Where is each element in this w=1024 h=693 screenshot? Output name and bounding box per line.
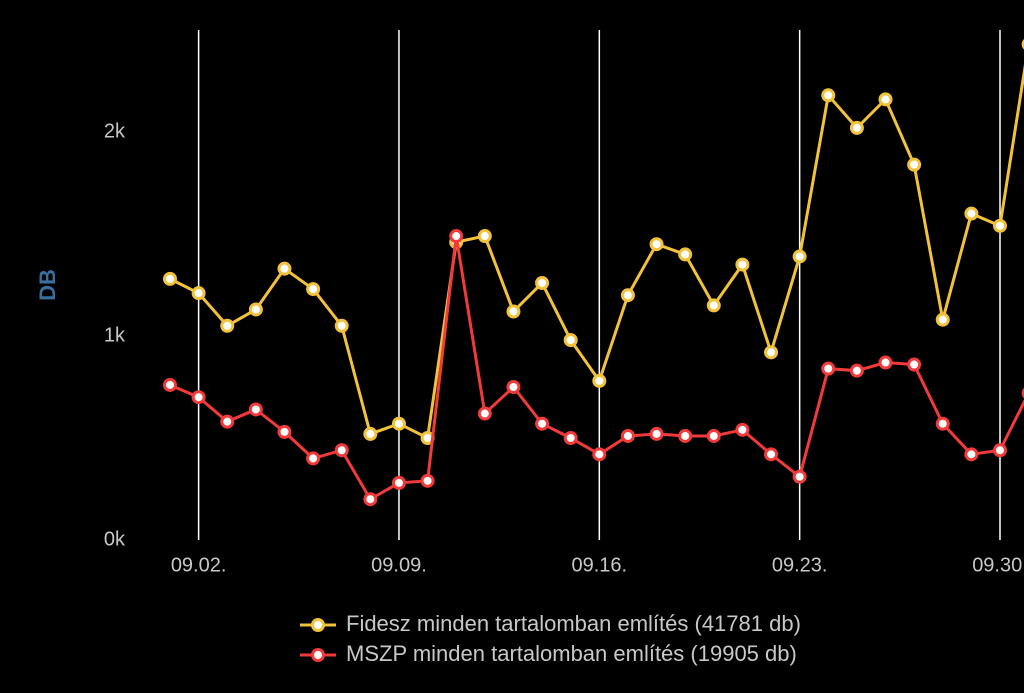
series-marker-mszp xyxy=(193,392,204,403)
series-marker-fidesz xyxy=(222,320,233,331)
series-marker-fidesz xyxy=(966,208,977,219)
x-tick-label: 09.30. xyxy=(972,555,1024,577)
legend-label-mszp: MSZP minden tartalomban említés (19905 d… xyxy=(346,641,797,666)
series-marker-mszp xyxy=(537,418,548,429)
series-marker-fidesz xyxy=(794,251,805,262)
series-marker-mszp xyxy=(422,475,433,486)
series-marker-fidesz xyxy=(594,375,605,386)
series-marker-fidesz xyxy=(851,122,862,133)
series-marker-fidesz xyxy=(250,304,261,315)
series-marker-fidesz xyxy=(565,335,576,346)
series-marker-mszp xyxy=(365,494,376,505)
series-marker-mszp xyxy=(823,363,834,374)
series-marker-fidesz xyxy=(365,428,376,439)
x-tick-label: 09.16. xyxy=(572,555,628,577)
series-marker-fidesz xyxy=(737,259,748,270)
series-marker-fidesz xyxy=(937,314,948,325)
series-marker-fidesz xyxy=(537,277,548,288)
series-marker-fidesz xyxy=(995,220,1006,231)
series-marker-fidesz xyxy=(622,290,633,301)
series-marker-mszp xyxy=(937,418,948,429)
series-marker-fidesz xyxy=(279,263,290,274)
series-marker-mszp xyxy=(651,428,662,439)
series-marker-mszp xyxy=(279,426,290,437)
series-marker-mszp xyxy=(909,359,920,370)
series-marker-fidesz xyxy=(308,284,319,295)
series-marker-mszp xyxy=(451,231,462,242)
chart-svg: 0k 1k 2k DB 09.02. 09.09. 09.16. 09.23. 09.30. Fi… xyxy=(0,0,1024,693)
series-marker-fidesz xyxy=(479,231,490,242)
series-marker-mszp xyxy=(622,430,633,441)
series-marker-fidesz xyxy=(909,159,920,170)
series-marker-mszp xyxy=(966,449,977,460)
series-marker-mszp xyxy=(680,430,691,441)
series-marker-fidesz xyxy=(823,90,834,101)
series-marker-mszp xyxy=(308,453,319,464)
series-marker-fidesz xyxy=(880,94,891,105)
series-marker-mszp xyxy=(508,382,519,393)
series-marker-mszp xyxy=(880,357,891,368)
series-marker-fidesz xyxy=(708,300,719,311)
series-marker-mszp xyxy=(737,424,748,435)
legend-marker-mszp xyxy=(313,650,324,661)
series-marker-fidesz xyxy=(680,249,691,260)
series-marker-fidesz xyxy=(508,306,519,317)
x-tick-label: 09.23. xyxy=(772,555,828,577)
y-tick-label: 2k xyxy=(104,120,126,142)
series-marker-mszp xyxy=(393,477,404,488)
legend-label-fidesz: Fidesz minden tartalomban említés (41781… xyxy=(346,611,801,636)
series-marker-mszp xyxy=(995,445,1006,456)
series-marker-mszp xyxy=(250,404,261,415)
series-marker-mszp xyxy=(794,471,805,482)
series-marker-fidesz xyxy=(193,288,204,299)
series-marker-fidesz xyxy=(393,418,404,429)
series-marker-mszp xyxy=(594,449,605,460)
series-marker-fidesz xyxy=(336,320,347,331)
legend-marker-fidesz xyxy=(313,620,324,631)
series-marker-mszp xyxy=(565,433,576,444)
series-marker-mszp xyxy=(766,449,777,460)
line-chart: 0k 1k 2k DB 09.02. 09.09. 09.16. 09.23. 09.30. Fi… xyxy=(0,0,1024,693)
series-marker-mszp xyxy=(222,416,233,427)
y-axis-title: DB xyxy=(35,269,60,301)
series-marker-mszp xyxy=(336,445,347,456)
series-marker-mszp xyxy=(708,430,719,441)
y-tick-label: 0k xyxy=(104,528,126,550)
series-marker-fidesz xyxy=(165,273,176,284)
y-tick-label: 1k xyxy=(104,324,126,346)
x-tick-label: 09.09. xyxy=(371,555,427,577)
series-marker-fidesz xyxy=(651,239,662,250)
x-tick-label: 09.02. xyxy=(171,555,227,577)
series-marker-fidesz xyxy=(766,347,777,358)
series-marker-mszp xyxy=(479,408,490,419)
series-marker-mszp xyxy=(851,365,862,376)
series-marker-mszp xyxy=(165,379,176,390)
